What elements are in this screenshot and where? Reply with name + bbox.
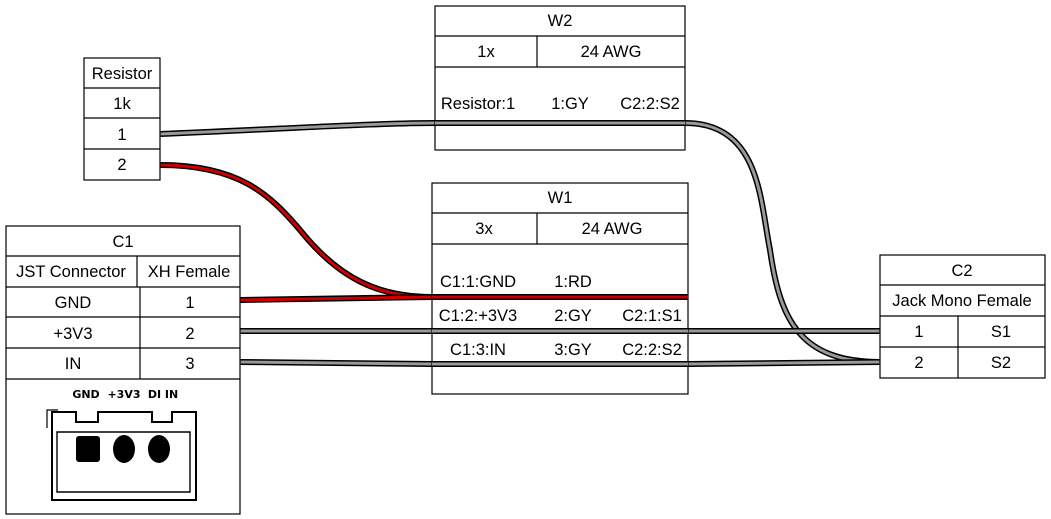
wire-red-stripe: [239, 295, 433, 302]
c2-type: Jack Mono Female: [892, 292, 1031, 310]
wire-c1-gnd-to-w1: [239, 294, 433, 303]
c1-image-label: DI IN: [148, 388, 178, 401]
wire-resistor2-to-w1-1: [159, 162, 688, 300]
c1-pin-label: IN: [65, 355, 82, 373]
w2-gauge: 24 AWG: [581, 43, 642, 61]
w1-row-mid: 2:GY: [554, 307, 592, 325]
resistor-pin-1: 1: [117, 126, 126, 144]
c1-pin-label: +3V3: [54, 325, 93, 343]
w1-title: W1: [548, 189, 573, 207]
w1-row-left: C1:2:+3V3: [439, 307, 517, 325]
c1-connector: C1 JST Connector XH Female GND 1 +3V3 2 …: [5, 225, 241, 515]
w2-title: W2: [548, 12, 573, 30]
w1-cable: W1 3x 24 AWG C1:1:GND 1:RD C1:2:+3V3 2:G…: [431, 182, 689, 395]
w2-count: 1x: [477, 43, 495, 61]
w1-row-mid: 1:RD: [554, 273, 592, 291]
w2-row-left: Resistor:1: [441, 95, 515, 113]
c2-connector: C2 Jack Mono Female 1 S1 2 S2: [879, 254, 1046, 379]
c1-pin-num: 2: [185, 325, 194, 343]
c1-image-label: GND: [72, 388, 99, 401]
w2-cable: W2 1x 24 AWG Resistor:1 1:GY C2:2:S2: [434, 5, 686, 151]
w1-row-left: C1:1:GND: [440, 273, 516, 291]
w1-count: 3x: [475, 220, 493, 238]
c1-pin-num: 1: [185, 294, 194, 312]
resistor-pin-2: 2: [117, 156, 126, 174]
c2-pin-label: S2: [991, 354, 1011, 372]
w1-gauge: 24 AWG: [582, 220, 643, 238]
c2-title: C2: [951, 262, 972, 280]
w1-row-mid: 3:GY: [554, 341, 592, 359]
c1-pin-num: 3: [185, 355, 194, 373]
c2-pin-num: 1: [914, 323, 923, 341]
c1-pin-label: GND: [55, 294, 92, 312]
resistor-title: Resistor: [92, 65, 153, 83]
resistor-component: Resistor 1k 1 2: [83, 57, 161, 181]
w1-row-left: C1:3:IN: [450, 341, 506, 359]
jst-xh-connector-image: GND +3V3 DI IN: [46, 388, 197, 501]
c2-pin-label: S1: [991, 323, 1011, 341]
w1-row-right: C2:1:S1: [622, 307, 682, 325]
wire-red-stripe: [159, 163, 688, 299]
c1-title: C1: [112, 233, 133, 251]
c1-image-label: +3V3: [107, 388, 140, 401]
w1-row-right: C2:2:S2: [622, 341, 682, 359]
c2-pin-num: 2: [914, 354, 923, 372]
c1-subtype: XH Female: [148, 263, 231, 281]
w2-row-right: C2:2:S2: [620, 95, 680, 113]
w2-row-mid: 1:GY: [551, 95, 589, 113]
resistor-value: 1k: [113, 95, 131, 113]
c1-type: JST Connector: [16, 263, 126, 281]
